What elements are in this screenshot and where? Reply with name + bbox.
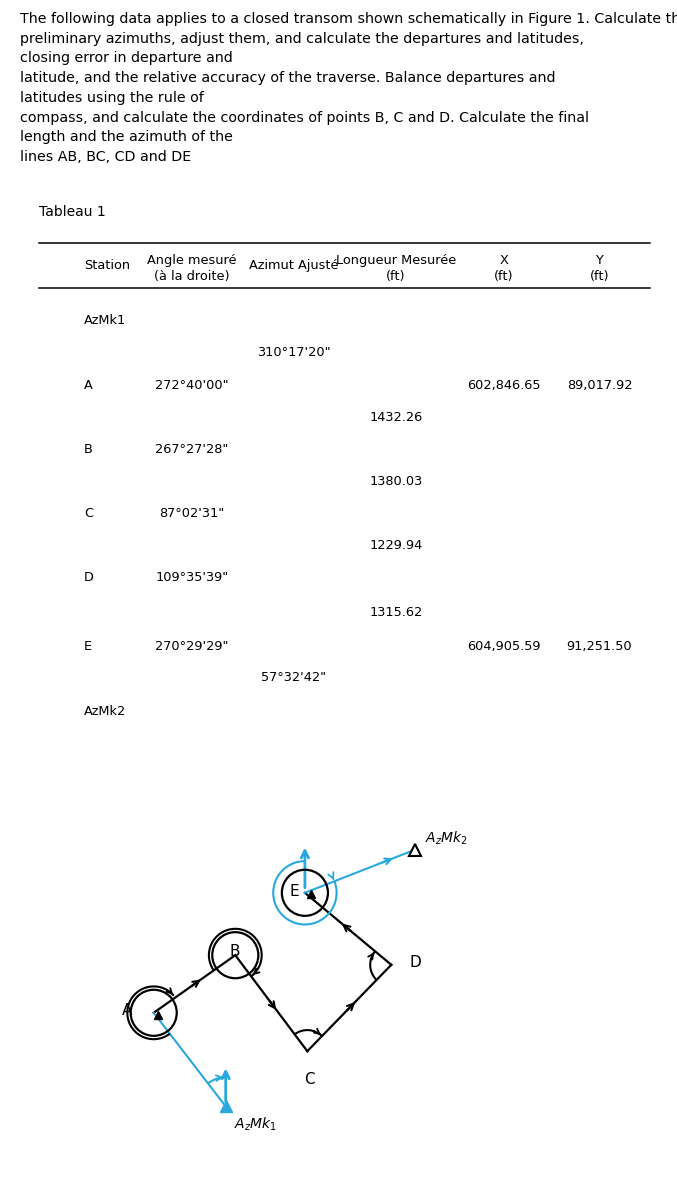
Text: AzMk2: AzMk2 — [84, 704, 126, 718]
Text: (ft): (ft) — [386, 270, 406, 283]
Text: (ft): (ft) — [494, 270, 514, 283]
Text: 310°17'20": 310°17'20" — [257, 346, 331, 359]
Text: The following data applies to a closed transom shown schematically in Figure 1. : The following data applies to a closed t… — [20, 12, 677, 164]
Text: Station: Station — [84, 259, 130, 272]
Text: Azimut Ajusté: Azimut Ajusté — [249, 259, 338, 272]
Text: A: A — [84, 379, 93, 392]
Text: Angle mesuré: Angle mesuré — [148, 254, 237, 268]
Text: B: B — [84, 443, 93, 456]
Text: E: E — [84, 641, 92, 654]
Text: 57°32'42": 57°32'42" — [261, 672, 326, 684]
Text: X: X — [500, 254, 508, 268]
Text: 1315.62: 1315.62 — [369, 606, 422, 619]
Text: 1229.94: 1229.94 — [369, 539, 422, 552]
Text: Longueur Mesurée: Longueur Mesurée — [336, 254, 456, 268]
Text: AzMk1: AzMk1 — [84, 313, 126, 326]
Text: D: D — [84, 571, 94, 584]
Text: A: A — [122, 1003, 133, 1018]
Text: 1380.03: 1380.03 — [369, 475, 422, 488]
Text: 272°40'00": 272°40'00" — [155, 379, 229, 392]
Text: $A_z$$Mk_2$: $A_z$$Mk_2$ — [425, 830, 468, 847]
Text: 267°27'28": 267°27'28" — [156, 443, 229, 456]
Text: 109°35'39": 109°35'39" — [156, 571, 229, 584]
Text: 89,017.92: 89,017.92 — [567, 379, 632, 392]
Text: $A_z$$Mk_1$: $A_z$$Mk_1$ — [234, 1116, 278, 1133]
Text: B: B — [229, 944, 240, 959]
Text: D: D — [410, 955, 421, 970]
Text: Tableau 1: Tableau 1 — [39, 205, 106, 220]
Text: C: C — [84, 506, 93, 520]
Text: Y: Y — [596, 254, 603, 268]
Text: 91,251.50: 91,251.50 — [567, 641, 632, 654]
Text: 270°29'29": 270°29'29" — [156, 641, 229, 654]
Text: (ft): (ft) — [590, 270, 609, 283]
Text: 1432.26: 1432.26 — [369, 410, 422, 424]
Text: (à la droite): (à la droite) — [154, 270, 230, 283]
Text: E: E — [290, 884, 299, 899]
Text: 604,905.59: 604,905.59 — [467, 641, 541, 654]
Text: 87°02'31": 87°02'31" — [160, 506, 225, 520]
Text: 602,846.65: 602,846.65 — [467, 379, 541, 392]
Text: C: C — [304, 1072, 315, 1086]
